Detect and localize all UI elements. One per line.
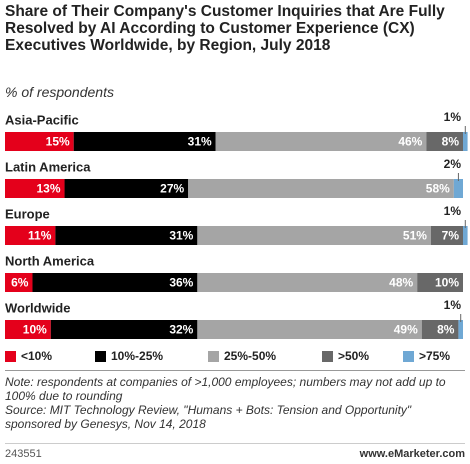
category-label: North America bbox=[5, 253, 95, 268]
value-label: 6% bbox=[11, 276, 29, 290]
bar-segment bbox=[5, 132, 74, 151]
legend-label: >75% bbox=[419, 349, 450, 363]
bar-segment bbox=[197, 273, 418, 292]
value-label: 10% bbox=[435, 276, 459, 290]
value-label: 15% bbox=[46, 135, 70, 149]
legend-label: <10% bbox=[21, 349, 52, 363]
value-label: 13% bbox=[37, 182, 61, 196]
bar-segment bbox=[197, 320, 422, 339]
category-label: Worldwide bbox=[5, 300, 70, 315]
bar-segment bbox=[463, 226, 468, 245]
bar-segment bbox=[426, 132, 463, 151]
chart-title: Share of Their Company's Customer Inquir… bbox=[5, 3, 445, 54]
value-label: 49% bbox=[394, 323, 418, 337]
category-label: Europe bbox=[5, 206, 50, 221]
value-label: 7% bbox=[442, 229, 460, 243]
category-label: Asia-Pacific bbox=[5, 112, 79, 127]
chart: Asia-Pacific 15% 31% 46% 8% 1% Latin America 13… bbox=[5, 110, 468, 363]
value-label: 11% bbox=[28, 229, 52, 243]
value-label: 27% bbox=[160, 182, 184, 196]
value-label: 58% bbox=[426, 182, 450, 196]
legend-label: 10%-25% bbox=[111, 349, 163, 363]
value-label: 10% bbox=[23, 323, 47, 337]
legend-swatch bbox=[5, 351, 16, 362]
bar-segment bbox=[50, 320, 198, 339]
legend-swatch bbox=[95, 351, 106, 362]
legend-swatch bbox=[403, 351, 414, 362]
value-label: 31% bbox=[188, 135, 212, 149]
value-label: 1% bbox=[444, 298, 462, 312]
legend-swatch bbox=[208, 351, 219, 362]
bar-segment bbox=[5, 320, 51, 339]
value-label: 51% bbox=[403, 229, 427, 243]
bar-segment bbox=[417, 273, 463, 292]
bar-segment bbox=[32, 273, 198, 292]
category-label: Latin America bbox=[5, 159, 91, 174]
bar-segment bbox=[188, 179, 454, 198]
bar-segment bbox=[453, 179, 463, 198]
legend-label: >50% bbox=[338, 349, 369, 363]
legend-swatch bbox=[322, 351, 333, 362]
value-label: 32% bbox=[169, 323, 193, 337]
value-label: 46% bbox=[398, 135, 422, 149]
bar-segment bbox=[197, 226, 431, 245]
bar-segment bbox=[430, 226, 463, 245]
brand: www.eMarketer.com bbox=[359, 448, 465, 460]
bar-segment bbox=[421, 320, 459, 339]
bar-segment bbox=[64, 179, 189, 198]
value-label: 8% bbox=[437, 323, 455, 337]
value-label: 2% bbox=[444, 157, 462, 171]
footer: 243551 www.eMarketer.com bbox=[5, 443, 465, 460]
note: Note: respondents at companies of >1,000… bbox=[5, 375, 446, 403]
value-label: 31% bbox=[169, 229, 193, 243]
bar-segment bbox=[5, 273, 33, 292]
bar-segment bbox=[5, 179, 65, 198]
source: Source: MIT Technology Review, "Humans +… bbox=[5, 403, 412, 431]
chart-id: 243551 bbox=[5, 448, 42, 460]
value-label: 1% bbox=[444, 204, 462, 218]
notes: Note: respondents at companies of >1,000… bbox=[5, 370, 465, 431]
bar-segment bbox=[73, 132, 216, 151]
value-label: 36% bbox=[169, 276, 193, 290]
bar-segment bbox=[215, 132, 427, 151]
bar-segment bbox=[463, 132, 468, 151]
value-label: 1% bbox=[444, 110, 462, 124]
legend-label: 25%-50% bbox=[224, 349, 276, 363]
bar-segment bbox=[55, 226, 198, 245]
bar-segment bbox=[5, 226, 56, 245]
bar-segment bbox=[458, 320, 463, 339]
value-label: 8% bbox=[442, 135, 460, 149]
value-label: 48% bbox=[389, 276, 413, 290]
chart-subtitle: % of respondents bbox=[5, 84, 114, 100]
